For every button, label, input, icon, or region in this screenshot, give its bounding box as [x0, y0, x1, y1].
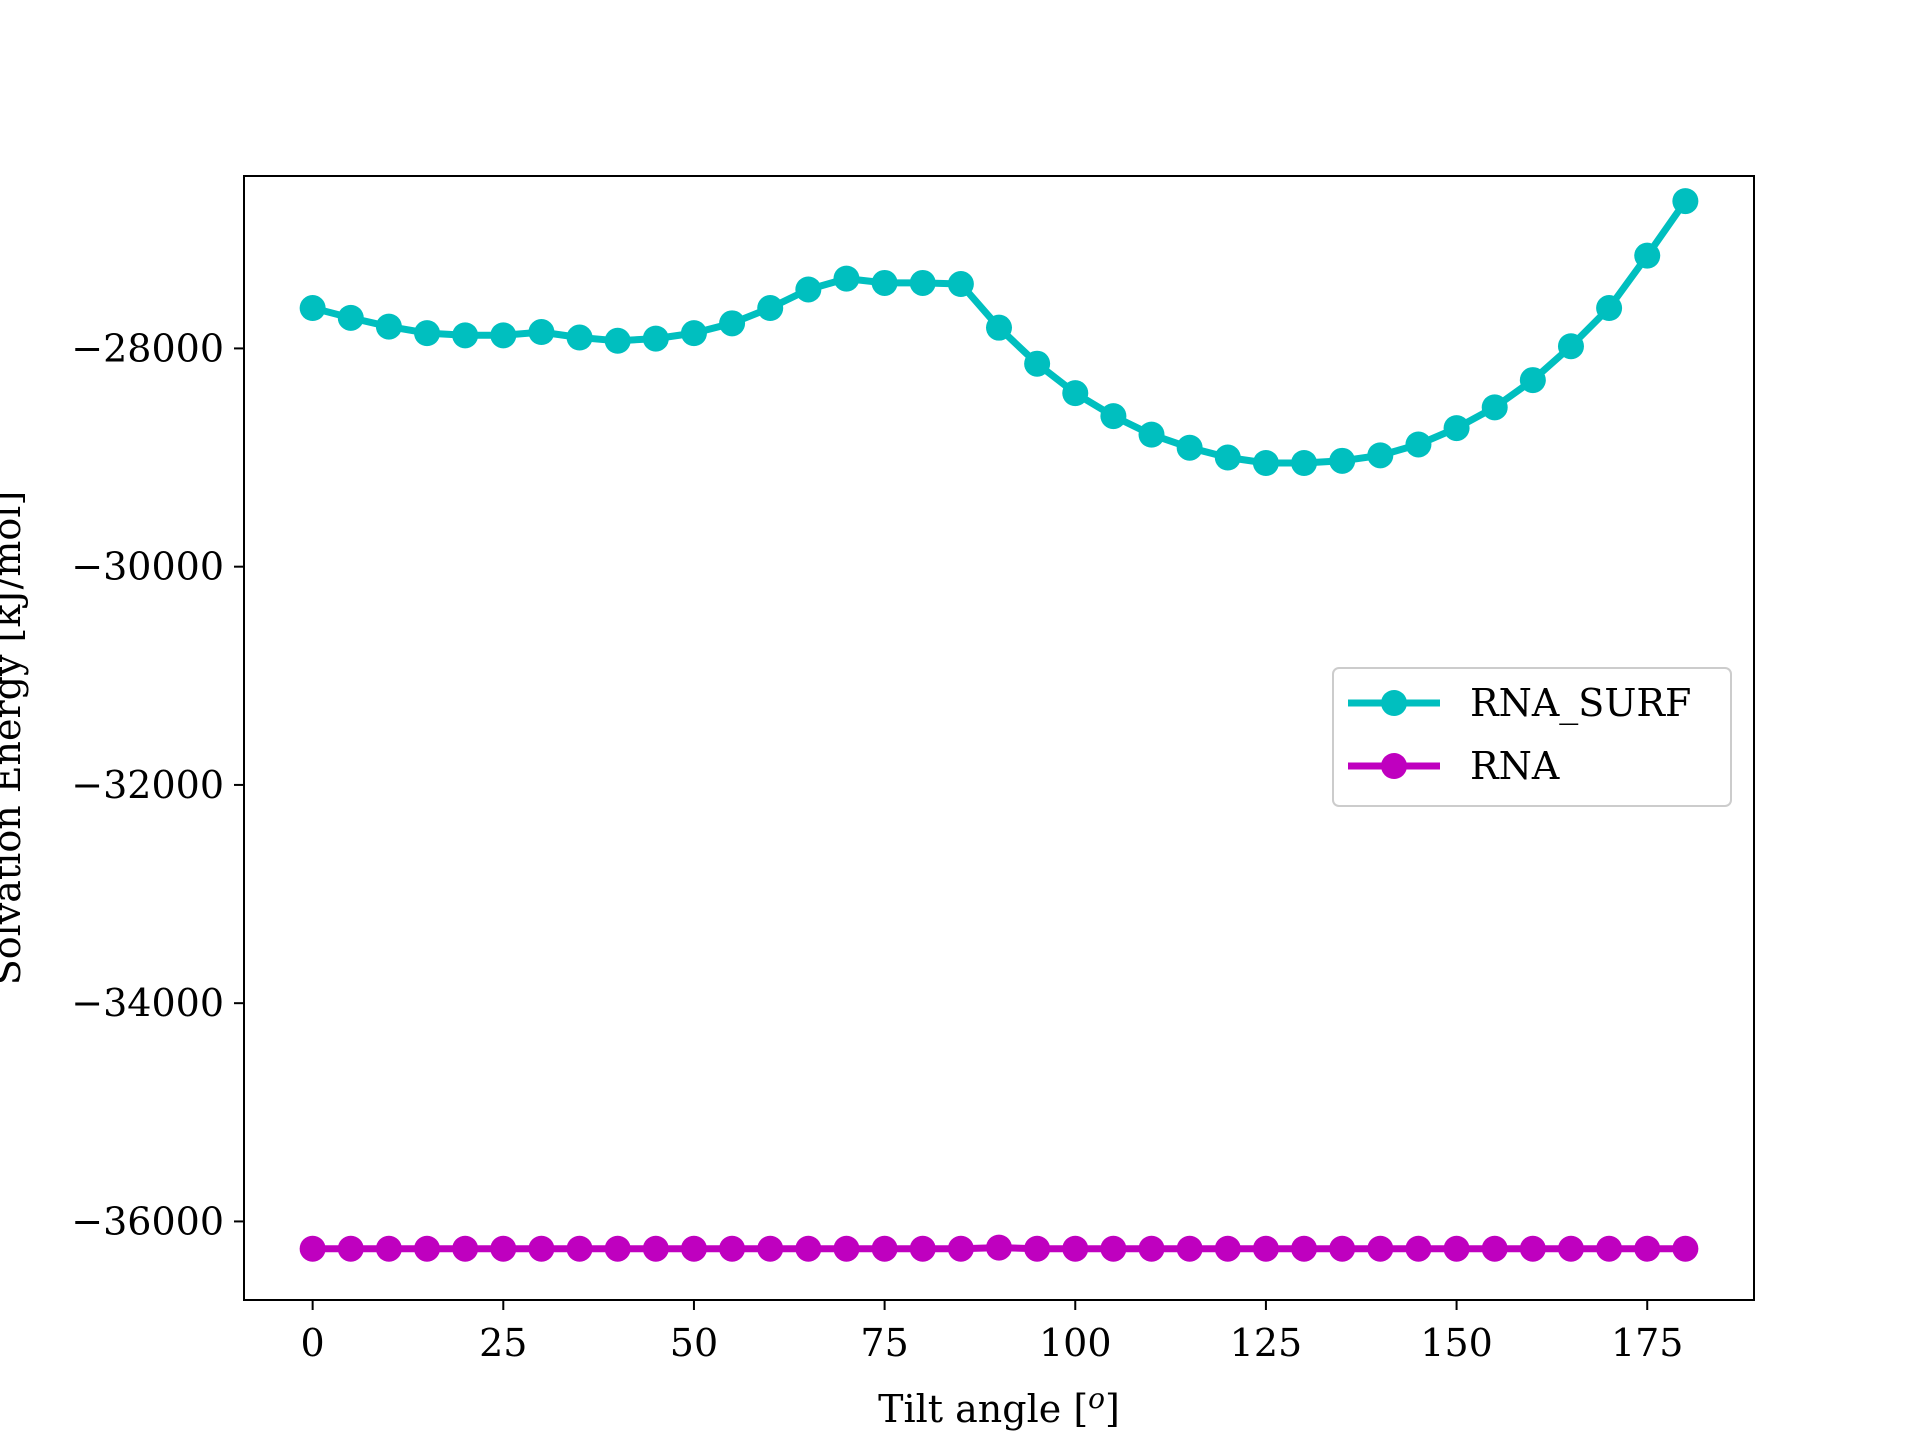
data-point-rna-surf — [490, 322, 517, 349]
data-point-rna — [299, 1235, 326, 1262]
data-point-rna-surf — [375, 313, 402, 340]
data-point-rna — [1443, 1235, 1470, 1262]
data-point-rna — [490, 1235, 517, 1262]
data-point-rna-surf — [1443, 415, 1470, 442]
data-point-rna — [757, 1235, 784, 1262]
data-point-rna — [1138, 1235, 1165, 1262]
x-tick-label: 0 — [301, 1321, 325, 1365]
data-point-rna-surf — [299, 295, 326, 322]
data-point-rna — [795, 1235, 822, 1262]
x-tick-label: 75 — [860, 1321, 908, 1365]
data-point-rna — [528, 1235, 555, 1262]
data-point-rna — [1596, 1235, 1623, 1262]
x-tick-label: 125 — [1230, 1321, 1303, 1365]
data-point-rna — [909, 1235, 936, 1262]
data-point-rna — [680, 1235, 707, 1262]
data-point-rna — [986, 1234, 1012, 1261]
data-point-rna-surf — [1634, 242, 1661, 269]
legend-marker-rna — [1381, 753, 1407, 779]
data-point-rna — [1214, 1235, 1241, 1262]
y-tick-label: −34000 — [71, 981, 224, 1025]
legend: RNA_SURF RNA — [1332, 667, 1732, 807]
data-point-rna-surf — [337, 304, 364, 331]
data-point-rna-surf — [414, 320, 441, 347]
data-point-rna-surf — [1024, 350, 1051, 377]
data-point-rna-surf — [452, 322, 479, 349]
data-point-rna-surf — [719, 310, 746, 337]
x-axis-ticks: 0 25 50 75 100 125 150 175 — [301, 1300, 1684, 1365]
data-point-rna-surf — [1481, 394, 1508, 421]
plot-frame — [243, 175, 1755, 1301]
data-point-rna — [375, 1235, 402, 1262]
data-point-rna-surf — [1367, 442, 1394, 469]
data-point-rna — [1291, 1235, 1318, 1262]
data-point-rna — [1062, 1235, 1089, 1262]
data-point-rna-surf — [1138, 421, 1165, 448]
data-point-rna-surf — [1596, 295, 1623, 322]
data-point-rna — [871, 1235, 898, 1262]
data-point-rna — [719, 1235, 746, 1262]
x-tick-label: 100 — [1039, 1321, 1112, 1365]
data-point-rna-surf — [947, 271, 974, 298]
data-point-rna — [337, 1235, 364, 1262]
data-point-rna — [1024, 1235, 1051, 1262]
data-point-rna — [1557, 1235, 1584, 1262]
data-point-rna-surf — [1252, 450, 1279, 477]
legend-label-rna-surf: RNA_SURF — [1470, 681, 1691, 726]
x-tick-label: 25 — [479, 1321, 527, 1365]
x-tick-label: 175 — [1611, 1321, 1684, 1365]
series-layer — [299, 188, 1699, 1262]
y-tick-label: −36000 — [71, 1199, 224, 1243]
data-point-rna — [1634, 1235, 1661, 1262]
data-point-rna-surf — [680, 320, 707, 347]
y-tick-label: −30000 — [71, 545, 224, 589]
y-tick-label: −32000 — [71, 763, 224, 807]
data-point-rna-surf — [1176, 434, 1203, 461]
data-point-rna-surf — [1557, 333, 1584, 360]
data-point-rna — [1672, 1235, 1699, 1262]
data-point-rna-surf — [642, 325, 669, 352]
data-point-rna — [833, 1235, 860, 1262]
data-point-rna — [1176, 1235, 1203, 1262]
data-point-rna-surf — [1062, 380, 1089, 407]
data-point-rna-surf — [757, 295, 784, 322]
y-axis-ticks: −36000 −34000 −32000 −30000 −28000 — [71, 326, 244, 1243]
x-tick-label: 50 — [670, 1321, 718, 1365]
data-point-rna — [1100, 1235, 1127, 1262]
data-point-rna — [452, 1235, 479, 1262]
data-point-rna-surf — [604, 327, 631, 354]
data-point-rna — [1519, 1235, 1546, 1262]
data-point-rna — [1481, 1235, 1508, 1262]
data-point-rna-surf — [1214, 444, 1241, 471]
data-point-rna — [1329, 1235, 1356, 1262]
data-point-rna — [1367, 1235, 1394, 1262]
data-point-rna — [642, 1235, 669, 1262]
data-point-rna-surf — [1291, 450, 1318, 477]
data-point-rna-surf — [1329, 447, 1356, 474]
y-tick-label: −28000 — [71, 326, 224, 370]
data-point-rna — [1405, 1235, 1432, 1262]
data-point-rna-surf — [1519, 367, 1546, 394]
data-point-rna-surf — [528, 319, 555, 346]
legend-label-rna: RNA — [1470, 744, 1560, 788]
data-point-rna-surf — [566, 324, 593, 351]
data-point-rna-surf — [795, 276, 822, 303]
x-axis-label: Tilt angle [o] — [878, 1382, 1120, 1431]
data-point-rna-surf — [1100, 403, 1127, 430]
x-tick-label: 150 — [1420, 1321, 1493, 1365]
data-point-rna-surf — [1405, 431, 1432, 458]
data-point-rna-surf — [833, 265, 860, 292]
data-point-rna-surf — [986, 314, 1012, 341]
data-point-rna — [604, 1235, 631, 1262]
data-point-rna — [947, 1235, 974, 1262]
data-point-rna-surf — [1672, 188, 1699, 215]
data-point-rna — [414, 1235, 441, 1262]
data-point-rna-surf — [871, 269, 898, 296]
y-axis-label: Solvation Energy [kJ/mol] — [0, 491, 29, 986]
data-point-rna-surf — [909, 269, 936, 296]
legend-marker-rna-surf — [1381, 690, 1407, 716]
data-point-rna — [1252, 1235, 1279, 1262]
data-point-rna — [566, 1235, 593, 1262]
